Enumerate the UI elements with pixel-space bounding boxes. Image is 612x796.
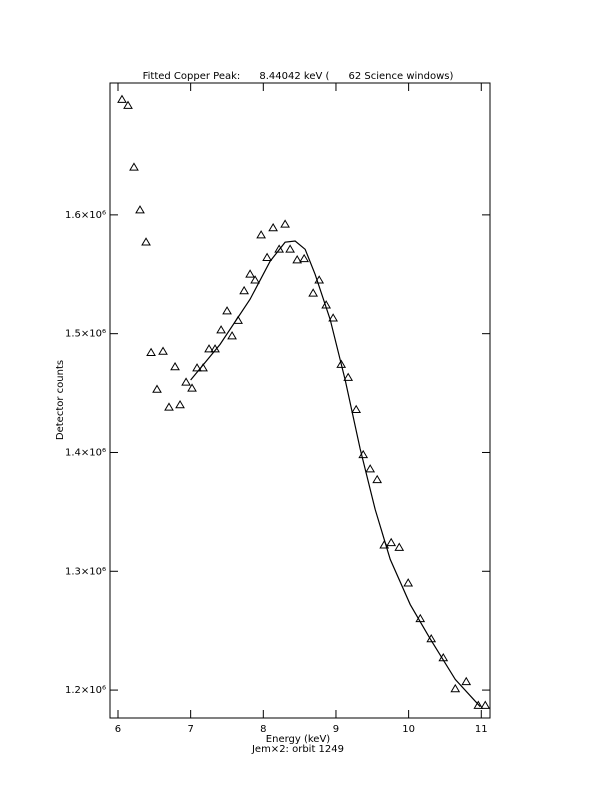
x-tick-label: 8 xyxy=(260,724,266,735)
x-tick-label: 11 xyxy=(475,724,488,735)
data-point xyxy=(135,205,145,214)
data-point xyxy=(473,700,484,709)
data-point xyxy=(280,219,290,228)
data-point xyxy=(351,404,362,414)
y-tick-label: 1.4×10⁶ xyxy=(65,447,106,458)
data-point xyxy=(343,372,354,381)
data-point xyxy=(129,162,139,171)
data-point xyxy=(285,244,295,253)
data-point xyxy=(204,344,214,353)
data-point xyxy=(256,230,267,239)
data-point xyxy=(175,399,185,409)
data-point xyxy=(461,676,472,686)
data-point xyxy=(216,325,226,334)
data-point xyxy=(164,402,174,411)
data-point xyxy=(123,100,133,109)
data-point xyxy=(299,253,310,263)
data-point xyxy=(336,359,347,368)
data-point xyxy=(292,255,303,264)
chart-title: Fitted Copper Peak: 8.44042 keV ( 62 Sci… xyxy=(143,71,454,82)
data-point xyxy=(328,313,339,322)
data-point xyxy=(372,474,383,484)
data-point xyxy=(262,252,272,261)
y-tick-label: 1.2×10⁶ xyxy=(65,685,106,696)
data-point xyxy=(187,383,197,392)
y-tick-label: 1.6×10⁶ xyxy=(65,210,106,221)
data-point xyxy=(117,94,127,103)
y-tick-label: 1.3×10⁶ xyxy=(65,566,106,577)
data-point xyxy=(141,237,151,246)
data-point xyxy=(192,363,202,372)
x-tick-label: 10 xyxy=(402,724,415,735)
fit-line xyxy=(190,240,481,708)
y-axis-label: Detector counts xyxy=(55,360,66,440)
data-point xyxy=(365,464,376,473)
data-point xyxy=(181,377,191,386)
y-tick-label: 1.5×10⁶ xyxy=(65,329,106,340)
data-point xyxy=(308,288,319,297)
data-point xyxy=(170,361,180,371)
data-point xyxy=(222,306,232,315)
data-point xyxy=(480,700,491,709)
x-tick-label: 9 xyxy=(333,724,339,735)
data-point xyxy=(403,578,414,587)
data-point xyxy=(158,346,168,355)
x-tick-label: 7 xyxy=(187,724,193,735)
data-point xyxy=(239,285,250,295)
subtitle: Jem×2: orbit 1249 xyxy=(251,744,344,755)
data-point xyxy=(245,269,255,278)
data-point xyxy=(274,244,285,253)
data-point xyxy=(227,331,237,340)
data-point xyxy=(250,275,260,284)
data-point xyxy=(146,347,156,356)
plot-frame xyxy=(109,82,491,719)
data-point xyxy=(450,683,461,693)
data-point xyxy=(386,537,397,547)
data-point xyxy=(426,634,437,643)
x-tick-label: 6 xyxy=(115,724,121,735)
x-axis-label: Energy (keV) xyxy=(266,734,331,745)
data-point xyxy=(152,384,162,393)
data-point xyxy=(268,222,278,232)
data-point xyxy=(394,542,405,551)
